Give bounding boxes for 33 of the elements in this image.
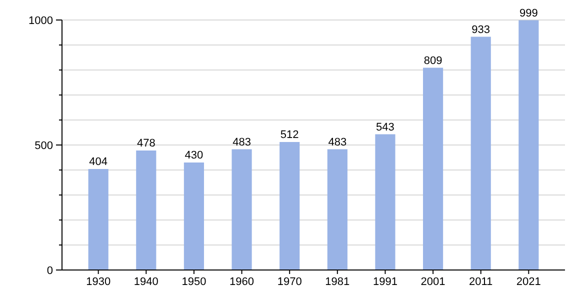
data-label: 430 [184, 150, 204, 162]
x-tick-label: 2001 [420, 276, 446, 288]
bar [470, 36, 491, 270]
data-label: 809 [424, 54, 442, 67]
y-tick-label: 1000 [28, 15, 53, 27]
data-label: 999 [519, 7, 538, 20]
bar [136, 150, 156, 270]
data-label: 933 [472, 24, 490, 36]
data-label: 512 [280, 129, 299, 141]
bar [422, 68, 444, 270]
bar [184, 162, 204, 270]
bar [375, 134, 396, 270]
x-tick-label: 1960 [230, 276, 254, 288]
data-label: 478 [136, 138, 156, 150]
bar [327, 149, 348, 270]
x-tick-label: 1930 [86, 276, 111, 288]
bar [280, 142, 300, 270]
bar [232, 149, 252, 270]
x-tick-label: 1970 [277, 276, 302, 288]
x-tick-label: 1940 [134, 276, 158, 288]
y-tick-label: 500 [34, 140, 53, 152]
x-tick-label: 1981 [325, 276, 350, 288]
data-label: 483 [232, 136, 251, 148]
x-tick-label: 1950 [182, 276, 206, 288]
data-label: 404 [89, 156, 108, 168]
data-label: 483 [328, 136, 347, 148]
bar [88, 169, 108, 270]
data-label: 543 [376, 121, 394, 134]
x-tick-label: 1991 [372, 276, 398, 288]
x-tick-label: 2011 [469, 276, 493, 288]
bar [518, 20, 539, 270]
x-tick-label: 2021 [516, 276, 541, 288]
y-tick-label: 0 [46, 265, 53, 277]
